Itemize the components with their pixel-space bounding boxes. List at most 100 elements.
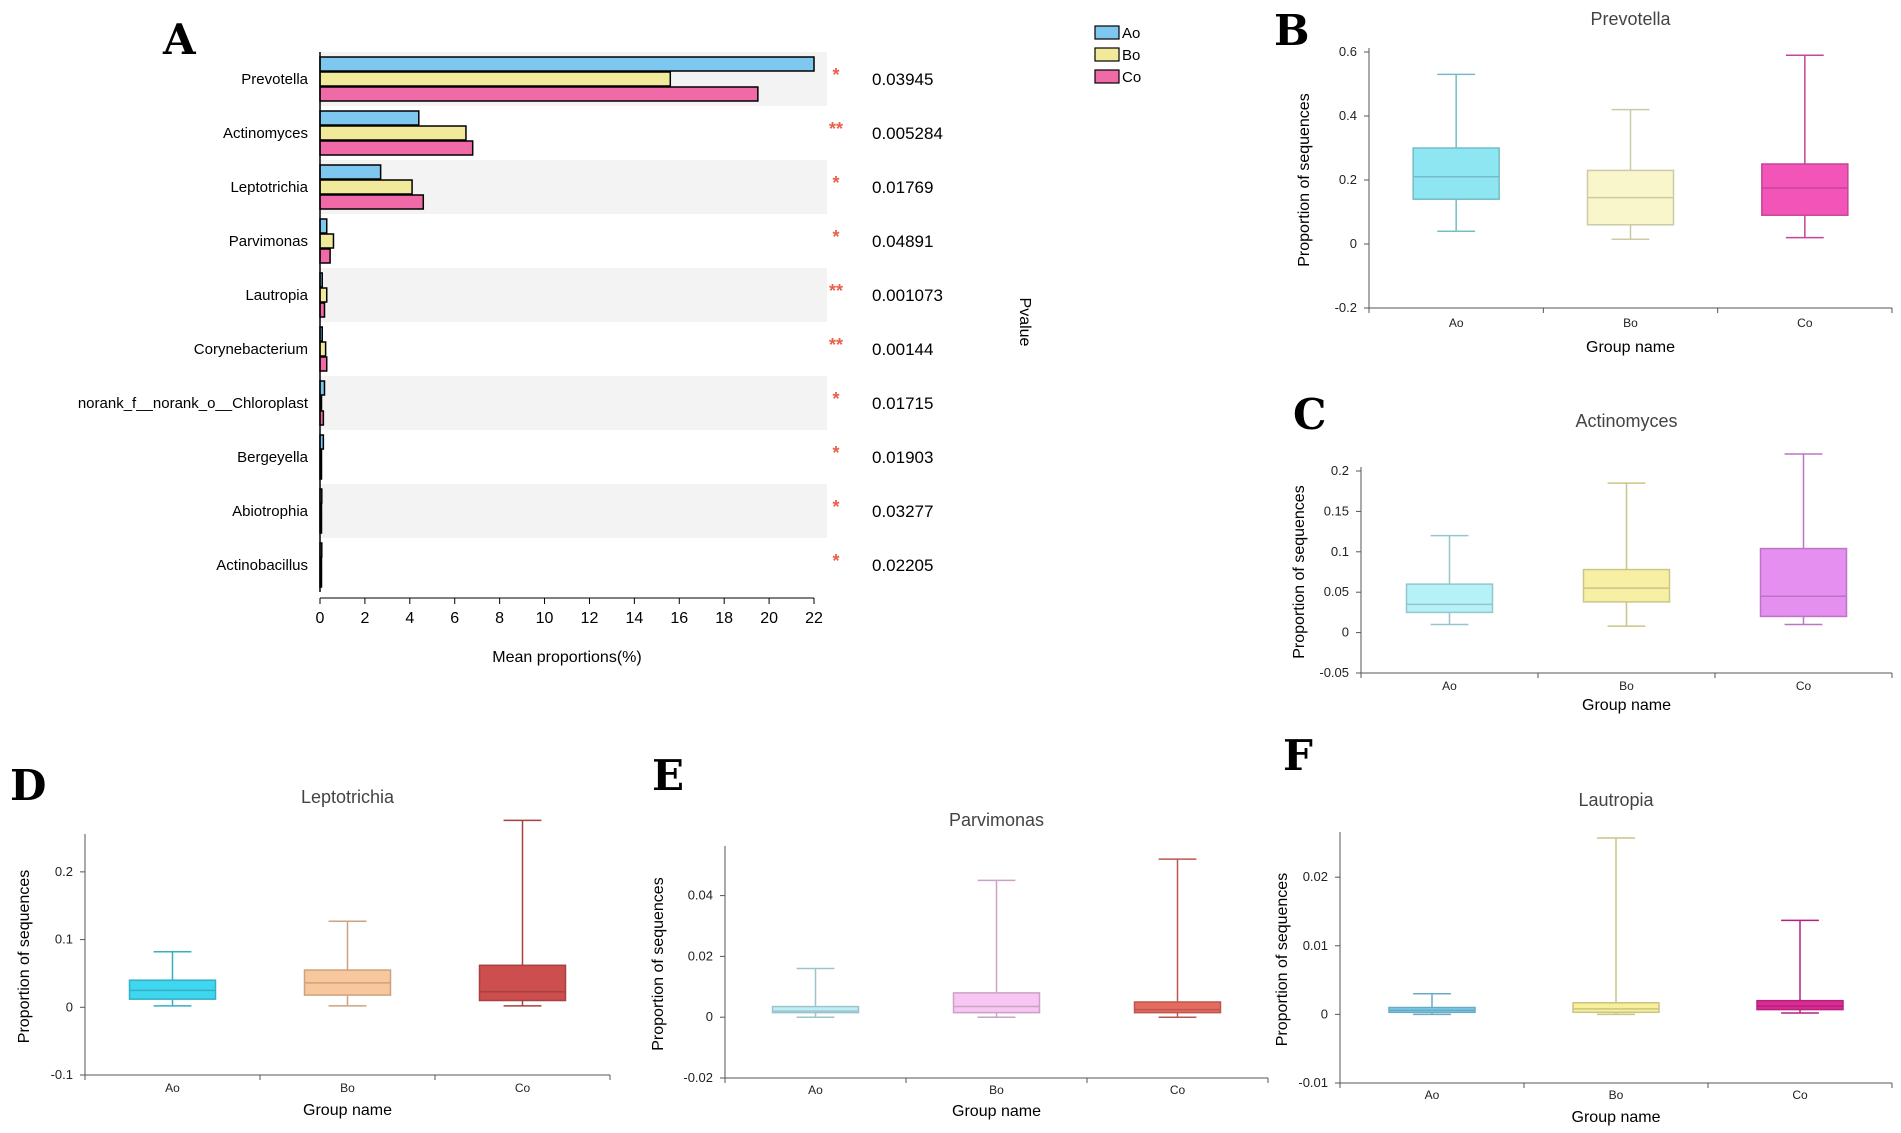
bar-co (319, 194, 425, 210)
bar-co (319, 86, 759, 102)
category-label: Corynebacterium (194, 341, 308, 358)
group-label: Co (515, 1081, 531, 1095)
row-band (320, 376, 827, 430)
significance-mark: ** (829, 335, 843, 355)
bar-bo (319, 179, 413, 195)
legend-label: Bo (1122, 47, 1140, 64)
p-value: 0.01903 (872, 448, 933, 467)
box-bo (952, 992, 1041, 1014)
x-tick-label: 10 (536, 610, 554, 627)
category-label: Abiotrophia (232, 503, 309, 520)
bar-ao (319, 164, 382, 180)
y-tick-label: 0.2 (1339, 172, 1357, 187)
legend-swatch-co (1094, 69, 1120, 84)
y-axis-title: Proportion of sequences (1274, 873, 1291, 1046)
x-tick-label: 8 (495, 610, 504, 627)
y-tick-label: 0.6 (1339, 44, 1357, 59)
box-co (1133, 1001, 1222, 1014)
p-value: 0.001073 (872, 286, 943, 305)
p-value: 0.03277 (872, 502, 933, 521)
box-ao (1405, 583, 1494, 614)
y-tick-label: 0 (66, 999, 73, 1014)
y-tick-label: 0.2 (55, 864, 73, 879)
plot-title: Parvimonas (949, 810, 1044, 830)
significance-mark: ** (829, 281, 843, 301)
group-label: Bo (340, 1081, 355, 1095)
significance-mark: * (832, 497, 839, 517)
plot-title: Prevotella (1590, 9, 1671, 29)
x-tick-label: 4 (405, 610, 414, 627)
x-tick-label: 18 (715, 610, 733, 627)
bar-bo (319, 341, 327, 357)
category-label: Actinobacillus (216, 557, 308, 574)
y-tick-label: -0.01 (1298, 1075, 1328, 1090)
panel-letter-b: B (1274, 6, 1310, 55)
box-co (478, 964, 567, 1002)
p-value: 0.00144 (872, 340, 933, 359)
group-label: Ao (1425, 1088, 1440, 1102)
plot-title: Actinomyces (1575, 411, 1677, 431)
panel-f-box-plot: F Lautropia -0.01 0 0.01 0.02 Ao Bo Co Group name… (1274, 731, 1893, 1126)
box-ao (771, 1005, 860, 1014)
panel-e-box-plot: E Parvimonas -0.02 0 0.02 0.04 Ao Bo Co Group nam… (650, 751, 1269, 1120)
box-co (1756, 999, 1844, 1011)
x-tick-label: 14 (625, 610, 643, 627)
category-label: Leptotrichia (230, 179, 308, 196)
legend-swatch-bo (1094, 47, 1120, 62)
y-tick-label: 0.02 (688, 948, 713, 963)
significance-mark: ** (829, 119, 843, 139)
legend-swatch-ao (1094, 25, 1120, 40)
x-axis-title: Group name (1586, 339, 1675, 356)
panel-d-box-plot: D Leptotrichia -0.1 0 0.1 0.2 Ao Bo Co Group name… (10, 761, 611, 1119)
p-value: 0.04891 (872, 232, 933, 251)
p-value: 0.005284 (872, 124, 943, 143)
y-tick-label: 0.1 (55, 932, 73, 947)
legend-label: Co (1122, 69, 1141, 86)
x-tick-label: 12 (581, 610, 599, 627)
x-axis-title: Group name (952, 1103, 1041, 1120)
legend-label: Ao (1122, 25, 1140, 42)
panel-letter-e: E (652, 751, 684, 800)
y-tick-label: 0.04 (688, 888, 713, 903)
category-label: Lautropia (245, 287, 308, 304)
panel-b-box-plot: B Prevotella -0.2 0 0.2 0.4 0.6 Ao Bo Co Group nam… (1274, 6, 1893, 356)
y-axis-title: Proportion of sequences (1296, 93, 1313, 266)
group-label: Ao (165, 1081, 180, 1095)
x-tick-label: 2 (360, 610, 369, 627)
p-value: 0.03945 (872, 70, 933, 89)
y-axis-title: Proportion of sequences (650, 877, 667, 1050)
bar-bo (319, 125, 467, 141)
group-label: Co (1796, 679, 1812, 693)
category-label: Actinomyces (223, 125, 308, 142)
group-label: Bo (1619, 679, 1634, 693)
pvalue-axis-title: Pvalue (1016, 298, 1033, 347)
panel-letter-a: A (162, 15, 197, 64)
x-axis-title: Mean proportions(%) (492, 649, 641, 666)
x-tick-label: 6 (450, 610, 459, 627)
group-label: Co (1792, 1088, 1808, 1102)
significance-mark: * (832, 443, 839, 463)
x-axis-title: Group name (1572, 1109, 1661, 1126)
row-band (320, 484, 827, 538)
significance-mark: * (832, 389, 839, 409)
plot-title: Leptotrichia (301, 787, 395, 807)
panel-c-box-plot: C Actinomyces -0.05 0 0.05 0.1 0.15 0.2 Ao Bo Co Gr… (1291, 390, 1893, 714)
bar-ao (319, 110, 420, 126)
panel-letter-f: F (1283, 731, 1313, 780)
row-band (320, 268, 827, 322)
category-label: norank_f__norank_o__Chloroplast (78, 395, 309, 412)
significance-mark: * (832, 173, 839, 193)
y-tick-label: 0 (1321, 1006, 1328, 1021)
bar-co (319, 248, 331, 264)
panel-letter-c: C (1293, 390, 1326, 439)
group-label: Bo (1609, 1088, 1624, 1102)
box-bo (1572, 1001, 1660, 1014)
group-label: Ao (1449, 316, 1464, 330)
bar-ao (319, 218, 328, 234)
y-axis-title: Proportion of sequences (16, 870, 33, 1043)
plot-title: Lautropia (1578, 790, 1654, 810)
x-tick-label: 0 (316, 610, 325, 627)
y-tick-label: -0.02 (683, 1070, 713, 1085)
